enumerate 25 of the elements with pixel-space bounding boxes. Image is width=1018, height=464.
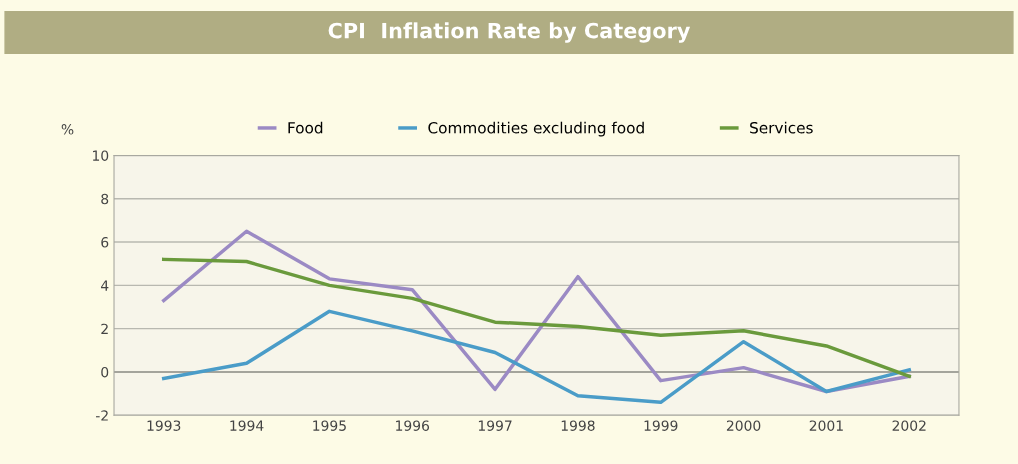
y-tick-label: 8 — [101, 193, 109, 205]
line-series — [161, 257, 911, 379]
x-tick-label: 1997 — [478, 420, 512, 431]
x-tick-label: 1993 — [147, 420, 181, 431]
y-axis-title: % — [61, 124, 74, 135]
legend-label: Commodities excluding food — [428, 121, 644, 137]
x-tick-label: 2000 — [726, 420, 761, 431]
legend-label: Food — [288, 121, 323, 134]
x-tick-label: 1999 — [644, 420, 678, 431]
x-tick-label: 1996 — [396, 420, 430, 431]
y-tick-label: 0 — [101, 366, 109, 378]
x-tick-label: 2001 — [809, 420, 843, 431]
line-series — [161, 309, 911, 405]
line-series — [161, 229, 911, 394]
x-tick-label: 1998 — [561, 420, 595, 431]
y-tick-label: -2 — [95, 410, 108, 421]
legend-label: Services — [750, 121, 813, 134]
x-tick-label: 1994 — [230, 420, 264, 431]
y-tick-label: 4 — [101, 280, 109, 291]
y-tick-label: 10 — [93, 150, 109, 161]
y-tick-label: 2 — [101, 323, 108, 334]
y-tick-label: 6 — [101, 237, 109, 248]
chart-title: CPI Inflation Rate by Category — [328, 22, 691, 43]
x-tick-label: 2002 — [892, 420, 926, 431]
x-tick-label: 1995 — [313, 420, 346, 431]
